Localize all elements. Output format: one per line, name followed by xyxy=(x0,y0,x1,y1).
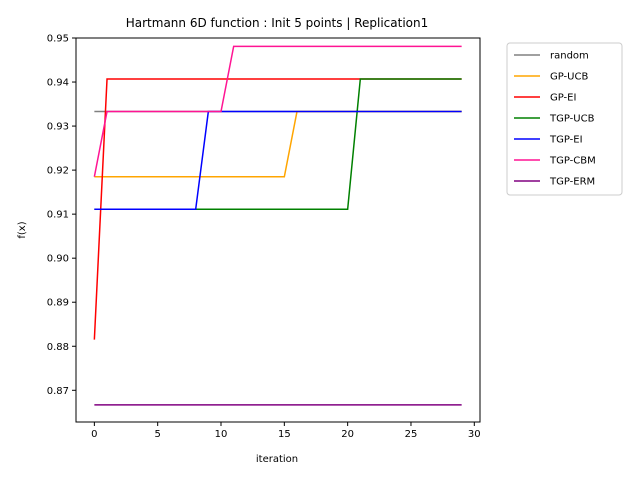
series-line-gp-ei xyxy=(93,78,462,340)
series-line-tgp-ucb xyxy=(94,78,462,211)
y-tick-label: 0.93 xyxy=(47,122,69,133)
series-line-tgp-ei xyxy=(94,110,462,211)
legend-label-tgp-erm: TGP-ERM xyxy=(549,177,595,188)
legend-label-random: random xyxy=(550,51,589,62)
x-tick-label: 20 xyxy=(341,429,354,440)
y-tick-label: 0.95 xyxy=(47,34,69,45)
chart-title: Hartmann 6D function : Init 5 points | R… xyxy=(126,16,428,30)
y-tick-label: 0.88 xyxy=(47,342,69,353)
x-tick-label: 15 xyxy=(278,429,291,440)
y-axis-ticks: 0.87 0.88 0.89 0.90 0.91 0.92 0.93 0.94 0.95 xyxy=(47,34,76,397)
y-axis-label: f(x) xyxy=(17,221,28,238)
x-tick-label: 30 xyxy=(468,429,481,440)
x-tick-label: 0 xyxy=(91,429,97,440)
x-tick-label: 10 xyxy=(215,429,228,440)
y-tick-label: 0.90 xyxy=(47,254,69,265)
series-line-gp-ucb xyxy=(94,110,462,178)
plot-frame xyxy=(75,37,481,423)
legend-label-tgp-cbm: TGP-CBM xyxy=(549,156,596,167)
legend-label-gp-ucb: GP-UCB xyxy=(550,72,588,83)
legend-label-tgp-ucb: TGP-UCB xyxy=(549,114,595,125)
x-axis-label: iteration xyxy=(256,454,298,465)
legend-label-gp-ei: GP-EI xyxy=(550,93,576,104)
y-tick-label: 0.91 xyxy=(47,210,69,221)
legend-frame xyxy=(506,42,623,196)
y-tick-label: 0.94 xyxy=(47,78,69,89)
x-axis-ticks: 0 5 10 15 20 25 30 xyxy=(91,422,481,440)
y-tick-label: 0.92 xyxy=(47,166,69,177)
x-tick-label: 5 xyxy=(154,429,160,440)
y-tick-label: 0.89 xyxy=(47,298,69,309)
series-layer xyxy=(93,45,462,406)
series-line-tgp-cbm xyxy=(93,45,462,177)
legend-label-tgp-ei: TGP-EI xyxy=(549,135,583,146)
legend: random GP-UCB GP-EI TGP-UCB TGP-EI TGP-CBM TGP… xyxy=(506,42,623,196)
x-tick-label: 25 xyxy=(405,429,418,440)
y-tick-label: 0.87 xyxy=(47,386,69,397)
